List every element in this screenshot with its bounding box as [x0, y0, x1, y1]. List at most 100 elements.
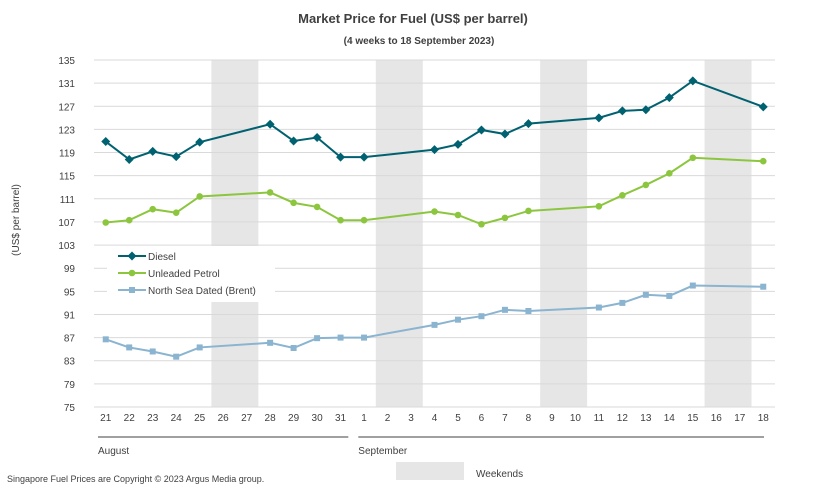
data-point	[666, 292, 673, 299]
x-tick-label: 17	[734, 413, 746, 424]
x-tick-label: 2	[385, 413, 391, 424]
x-tick-label: 31	[335, 413, 347, 424]
data-point	[126, 344, 133, 351]
x-tick-label: 1	[361, 413, 367, 424]
data-point	[125, 216, 133, 224]
y-tick-label: 123	[58, 125, 75, 136]
data-point	[149, 205, 157, 213]
y-axis-ticks: 75 79 83 87 91 95 99 103 107 111 115 119 123 127 131 13…	[58, 56, 75, 414]
data-point	[501, 306, 508, 313]
data-point	[500, 129, 510, 139]
data-point	[195, 137, 205, 147]
data-point	[689, 154, 697, 162]
x-tick-label: 16	[711, 413, 723, 424]
data-point	[619, 299, 626, 306]
series-lines	[101, 76, 768, 360]
data-point	[688, 76, 698, 86]
weekend-bands	[211, 60, 752, 407]
legend-label: Diesel	[148, 252, 176, 263]
x-tick-label: 8	[526, 413, 532, 424]
x-tick-label: 22	[124, 413, 136, 424]
data-point	[666, 170, 673, 177]
x-tick-label: 30	[312, 413, 324, 424]
x-tick-label: 27	[241, 413, 253, 424]
copyright-footer: Singapore Fuel Prices are Copyright © 20…	[7, 474, 264, 484]
month-label: September	[358, 446, 408, 457]
data-point	[642, 291, 649, 298]
data-point	[337, 216, 344, 224]
data-point	[758, 102, 768, 112]
x-tick-label: 5	[455, 413, 461, 424]
y-tick-label: 99	[64, 264, 76, 275]
x-tick-label: 23	[147, 413, 159, 424]
data-point	[314, 335, 321, 342]
x-tick-label: 14	[664, 413, 676, 424]
data-point	[148, 146, 158, 156]
data-point	[454, 211, 462, 219]
legend-label: Unleaded Petrol	[148, 269, 220, 280]
data-point	[171, 152, 181, 162]
data-point	[689, 282, 696, 289]
y-tick-label: 107	[58, 218, 75, 229]
x-axis-ticks: 21 22 23 24 25 26 27 28 29 30 31 1 2 3 4 5 6 7 8 9 10 11 12 13 1…	[100, 413, 769, 424]
chart-title: Market Price for Fuel (US$ per barrel)	[298, 11, 528, 26]
x-tick-label: 18	[758, 413, 770, 424]
x-tick-label: 24	[171, 413, 183, 424]
x-tick-label: 3	[408, 413, 414, 424]
data-point	[290, 199, 297, 207]
x-tick-label: 6	[479, 413, 485, 424]
data-point	[102, 219, 110, 226]
data-point	[478, 313, 485, 320]
legend-label: North Sea Dated (Brent)	[148, 286, 256, 297]
y-tick-label: 95	[64, 287, 76, 298]
data-point	[313, 203, 321, 211]
data-point	[454, 316, 461, 323]
data-point	[128, 269, 136, 277]
y-tick-label: 91	[64, 310, 76, 321]
x-tick-label: 9	[549, 413, 555, 424]
data-point	[501, 214, 509, 222]
data-point	[595, 304, 602, 311]
data-point	[759, 157, 767, 165]
y-tick-label: 79	[64, 380, 76, 391]
data-point	[172, 209, 180, 216]
data-point	[101, 137, 111, 147]
y-tick-label: 87	[64, 334, 76, 345]
x-tick-label: 7	[502, 413, 508, 424]
data-point	[290, 345, 297, 352]
data-point	[196, 344, 203, 351]
data-point	[619, 192, 626, 199]
data-point	[149, 348, 156, 355]
data-point	[617, 106, 627, 116]
data-point	[129, 287, 135, 293]
data-point	[760, 283, 767, 290]
data-point	[431, 208, 438, 215]
data-point	[267, 339, 274, 346]
month-groups: August September	[98, 436, 764, 457]
x-tick-label: 10	[570, 413, 582, 424]
x-tick-label: 28	[265, 413, 277, 424]
data-point	[359, 152, 369, 162]
data-point	[127, 251, 137, 261]
data-point	[430, 145, 439, 155]
data-point	[266, 189, 274, 196]
y-tick-label: 111	[60, 195, 76, 206]
weekend-band	[211, 60, 259, 407]
weekend-band	[540, 60, 588, 407]
data-point	[289, 136, 299, 146]
x-tick-label: 12	[617, 413, 629, 424]
y-axis-label: (US$ per barrel)	[11, 184, 22, 256]
x-tick-label: 4	[432, 413, 438, 424]
data-point	[360, 216, 368, 224]
data-point	[265, 119, 275, 129]
y-tick-label: 131	[58, 79, 75, 90]
month-label: August	[98, 446, 129, 457]
y-tick-label: 103	[58, 241, 75, 252]
data-point	[664, 93, 674, 103]
x-tick-label: 11	[594, 413, 605, 424]
y-tick-label: 135	[58, 56, 75, 67]
x-tick-label: 26	[218, 413, 230, 424]
chart-subtitle: (4 weeks to 18 September 2023)	[344, 36, 495, 47]
data-point	[196, 193, 203, 200]
